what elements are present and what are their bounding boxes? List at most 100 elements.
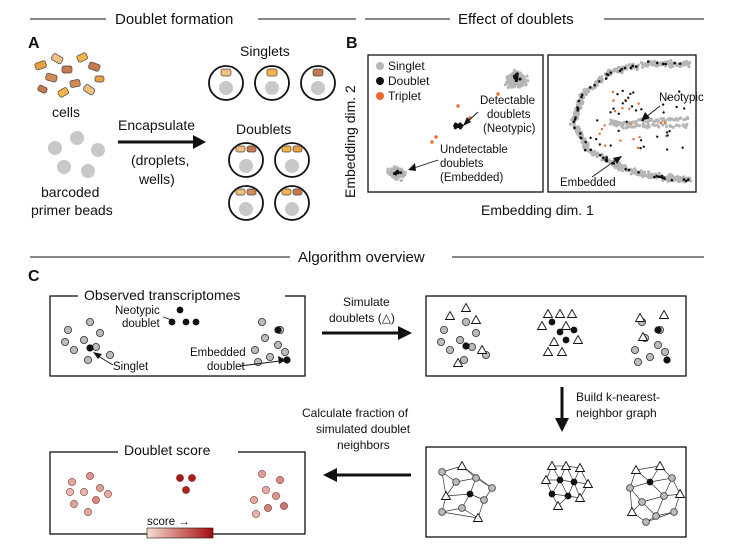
neotypic-doublet-line2: doublet [122, 318, 161, 330]
singlet-dot [253, 357, 262, 366]
cells-cluster [34, 52, 105, 98]
neotypic-point [661, 103, 665, 106]
singlet-dot [61, 337, 70, 346]
neotypic-doublet-line1: Neotypic [115, 305, 160, 317]
scatter-point [650, 63, 654, 67]
score-dot [280, 502, 288, 510]
simulated-doublet-triangle [460, 302, 472, 312]
scatter-point [525, 74, 529, 78]
neotypic-point [639, 139, 643, 142]
neotypic-point [666, 134, 669, 137]
score-dot [66, 488, 74, 496]
scatter-point [637, 118, 641, 122]
singlet-dot [654, 340, 663, 349]
scatter-point [580, 93, 584, 97]
scatter-point [620, 68, 623, 71]
scatter-point [580, 97, 584, 102]
header-algorithm-overview-text: Algorithm overview [298, 249, 425, 266]
neotypic-point [603, 124, 606, 127]
scatter-point [600, 80, 604, 84]
neotypic-point [596, 119, 599, 122]
simulated-doublet-triangle [560, 460, 572, 470]
scatter-point [516, 85, 520, 89]
scatter-point [668, 64, 672, 68]
scatter-point [583, 92, 588, 96]
simulated-doublet-triangle [572, 334, 584, 344]
scatter-point [389, 168, 393, 173]
header-effect-of-doublets: Effect of doublets [365, 11, 704, 28]
neotypic-point [621, 89, 624, 93]
scatter-point [685, 122, 689, 127]
scatter-point [623, 66, 627, 70]
neotypic-point [662, 111, 665, 114]
detectable-label-line3: (Neotypic) [483, 123, 536, 135]
scatter-point [661, 123, 665, 127]
singlet-dot [631, 345, 640, 354]
neotypic-point [629, 92, 632, 96]
singlet-pointer-label: Singlet [113, 361, 149, 373]
neotypic-point [627, 96, 630, 100]
scatter-point [655, 174, 658, 178]
doublet-dot [556, 328, 564, 336]
observed-title: Observed transcriptomes [84, 287, 240, 303]
score-dot [250, 496, 258, 504]
scatter-point [454, 124, 458, 128]
scatter-point [612, 119, 616, 123]
scatter-point [631, 120, 635, 124]
scatter-point [647, 62, 651, 66]
singlet-dot [634, 357, 643, 366]
doublet-dot [556, 476, 564, 484]
scatter-point [661, 176, 664, 180]
detectable-label-line2: doublets [487, 109, 531, 121]
scatter-point [671, 125, 675, 129]
singlet-pointer [93, 352, 114, 366]
doublet-dot [663, 356, 671, 364]
scatter-point [644, 124, 648, 128]
scatter-point [617, 168, 621, 172]
scatter-point [681, 123, 685, 127]
scatter-point [607, 68, 611, 72]
doublet-dot [548, 490, 556, 498]
scatter-point [453, 122, 457, 126]
singlet-dot [84, 355, 93, 364]
scatter-point [624, 167, 627, 171]
score-dot [262, 486, 270, 494]
neotypic-point [594, 137, 598, 141]
score-dot [252, 510, 260, 518]
scatter-point [505, 80, 509, 84]
scatter-point [609, 71, 613, 75]
neotypic-point [638, 135, 641, 139]
scatter-point [395, 177, 399, 181]
doublet-dot [564, 492, 572, 500]
scatter-point [649, 174, 653, 178]
beads-label-line1: barcoded [41, 184, 99, 200]
graph-edge [441, 511, 479, 519]
doublet-dot [570, 326, 578, 334]
scatter-point [576, 133, 580, 137]
scatter-point [519, 83, 523, 87]
scatter-point [684, 125, 688, 129]
neotypic-point [612, 99, 615, 102]
neotypic-point [621, 106, 624, 110]
singlet-dot [273, 340, 282, 349]
doublet-dot [182, 318, 190, 326]
scatter-point [655, 61, 659, 65]
doublet-dot [562, 336, 570, 344]
panel-c: Observed transcriptomes Neotypic doublet… [49, 285, 687, 539]
detectable-pointer [463, 111, 479, 126]
singlet-dot [96, 328, 105, 337]
scatter-point [627, 168, 631, 172]
singlet-dot [471, 328, 480, 337]
scatter-point [646, 60, 650, 63]
encapsulate-label: Encapsulate [118, 117, 195, 133]
simulated-doublet-triangle [546, 460, 558, 470]
simulate-arrow [322, 326, 412, 340]
singlet-dot [438, 508, 446, 516]
scatter-point [604, 77, 608, 80]
scatter-point [590, 151, 594, 156]
singlet-dot [86, 317, 95, 326]
simulated-doublet-triangle [637, 331, 649, 341]
singlet-dot [70, 345, 79, 354]
scatter-point [670, 61, 674, 65]
scatter-point [680, 62, 684, 66]
